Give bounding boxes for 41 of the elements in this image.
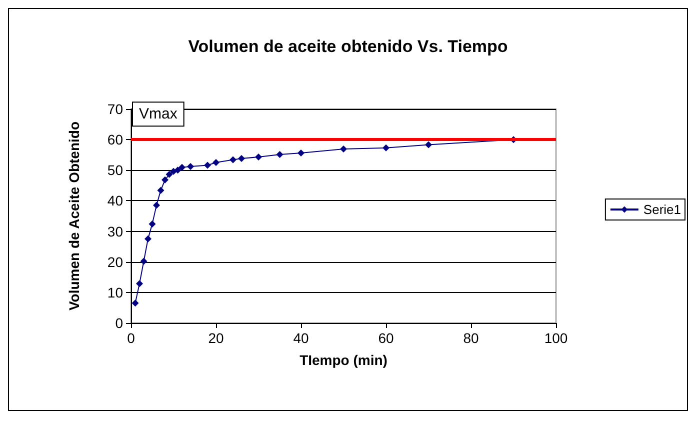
- point: [276, 151, 284, 158]
- chart-title: Volumen de aceite obtenido Vs. Tiempo: [188, 37, 508, 56]
- point: [136, 280, 143, 288]
- y-axis-title: Volumen de Aceite Obtenido: [66, 121, 82, 311]
- x-tick-label: 80: [463, 330, 479, 346]
- point: [230, 156, 236, 164]
- x-tick-label: 100: [544, 330, 568, 346]
- point: [238, 155, 245, 162]
- point: [340, 146, 347, 153]
- point: [174, 166, 182, 174]
- point: [153, 202, 160, 209]
- y-tick-label: 0: [115, 315, 124, 331]
- point: [178, 164, 186, 171]
- y-tick-label: 50: [107, 162, 124, 178]
- point: [255, 153, 262, 160]
- x-axis-title: TIempo (min): [300, 352, 388, 368]
- point: [382, 144, 390, 152]
- point: [425, 141, 432, 148]
- y-tick-label: 20: [107, 254, 124, 270]
- point: [204, 162, 211, 169]
- point: [187, 162, 194, 170]
- point: [157, 186, 164, 194]
- point: [298, 150, 304, 157]
- x-tick-label: 60: [378, 330, 394, 346]
- point: [162, 176, 168, 184]
- legend-label: Serie1: [643, 202, 681, 217]
- y-tick-label: 70: [107, 101, 124, 117]
- y-tick-label: 10: [107, 284, 124, 300]
- point: [212, 159, 220, 166]
- point: [132, 300, 139, 307]
- point: [166, 170, 173, 178]
- point: [140, 258, 148, 265]
- point: [148, 220, 156, 228]
- y-tick-label: 40: [107, 192, 124, 209]
- x-tick-label: 40: [293, 330, 309, 346]
- y-tick-label: 60: [107, 132, 124, 148]
- ref-line-label: Vmax: [139, 106, 178, 123]
- x-tick-label: 0: [127, 330, 136, 346]
- y-tick-label: 30: [107, 223, 124, 240]
- x-tick-label: 20: [208, 330, 224, 346]
- point: [144, 235, 152, 242]
